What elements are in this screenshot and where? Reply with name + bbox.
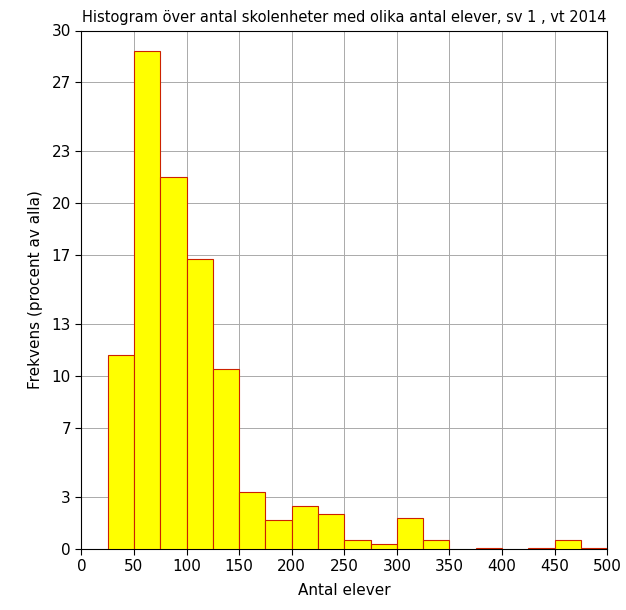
Bar <box>239 492 265 549</box>
Bar <box>581 548 607 549</box>
Title: Histogram över antal skolenheter med olika antal elever, sv 1 , vt 2014: Histogram över antal skolenheter med oli… <box>82 10 607 25</box>
Y-axis label: Frekvens (procent av alla): Frekvens (procent av alla) <box>28 190 43 389</box>
Bar <box>528 548 555 549</box>
Bar <box>397 518 423 549</box>
Bar <box>160 178 187 549</box>
Bar <box>423 540 449 549</box>
X-axis label: Antal elever: Antal elever <box>298 583 391 598</box>
Bar <box>187 259 213 549</box>
Bar <box>134 51 160 549</box>
Bar <box>108 356 134 549</box>
Bar <box>344 540 371 549</box>
Bar <box>555 540 581 549</box>
Bar <box>265 520 292 549</box>
Bar <box>476 548 502 549</box>
Bar <box>371 544 397 549</box>
Bar <box>292 506 318 549</box>
Bar <box>213 369 239 549</box>
Bar <box>318 514 344 549</box>
